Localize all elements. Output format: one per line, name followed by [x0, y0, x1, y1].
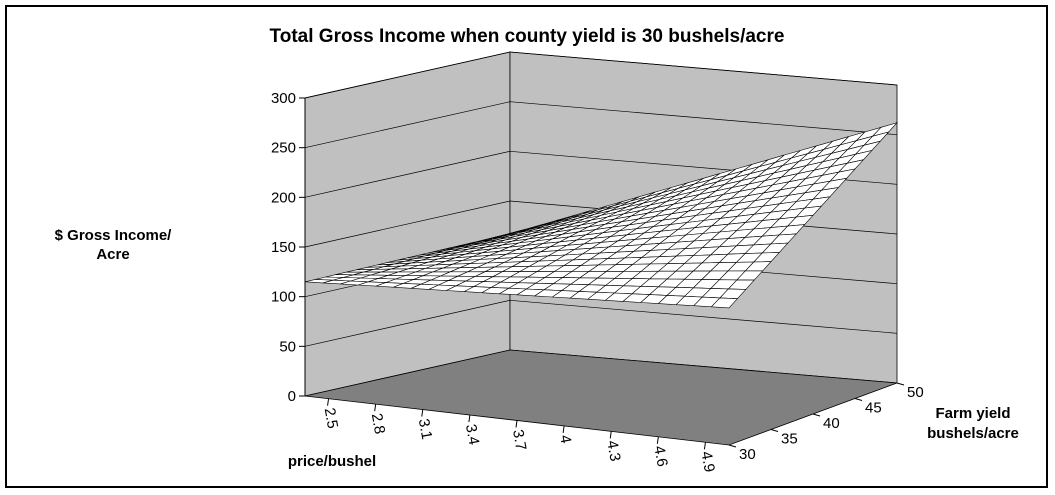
- x-tick-label: 2.5: [321, 406, 341, 429]
- z-axis-label-line1: Farm yield: [935, 405, 1010, 422]
- z-tick-mark: [728, 444, 737, 448]
- y-tick-label: 100: [271, 289, 296, 306]
- surface-mesh: [304, 122, 898, 309]
- z-tick-label: 45: [865, 400, 882, 417]
- z-tick-label: 40: [823, 415, 840, 432]
- x-tick-label: 4.3: [603, 439, 623, 462]
- x-tick-label: 2.8: [368, 412, 388, 435]
- z-tick-mark: [770, 429, 779, 432]
- x-tick-label: 4.6: [650, 445, 670, 468]
- x-tick-mark: [703, 442, 706, 450]
- y-axis-label-line2: Acre: [96, 246, 129, 263]
- axes: 0 50 100 150 200 250 300 2.5 2.8 3.1 3.4 3.7 4 4.3 4.6…: [271, 90, 924, 474]
- z-tick-mark: [812, 413, 821, 417]
- x-tick-label: 3.7: [509, 428, 529, 451]
- y-tick-label: 0: [288, 388, 296, 405]
- z-tick-label: 30: [739, 446, 756, 463]
- chart-frame: 0 50 100 150 200 250 300 2.5 2.8 3.1 3.4 3.7 4 4.3 4.6…: [5, 5, 1048, 488]
- y-tick-label: 300: [271, 90, 296, 107]
- mesh-cell: [304, 279, 333, 284]
- x-tick-label: 3.1: [415, 417, 435, 440]
- y-gridline-250: [304, 101, 898, 149]
- z-tick-label: 50: [907, 384, 924, 401]
- x-tick-mark: [562, 425, 565, 434]
- y-gridline-300: [304, 51, 898, 99]
- x-tick-label: 3.4: [462, 423, 482, 446]
- z-tick-label: 35: [781, 431, 798, 448]
- y-tick-label: 50: [279, 338, 296, 355]
- x-tick-mark: [374, 404, 377, 412]
- x-axis-label: price/bushel: [288, 453, 376, 470]
- y-tick-label: 200: [271, 189, 296, 206]
- y-gridline-50: [304, 299, 898, 347]
- z-tick-mark: [854, 398, 863, 401]
- x-tick-mark: [468, 414, 471, 423]
- x-tick-mark: [609, 431, 612, 439]
- y-axis-label-line1: $ Gross Income/: [55, 227, 173, 244]
- z-axis-label-line2: bushels/acre: [927, 425, 1019, 442]
- y-tick-label: 250: [271, 140, 296, 157]
- x-tick-mark: [656, 436, 659, 444]
- x-tick-mark: [515, 420, 518, 428]
- x-tick-mark: [421, 409, 424, 417]
- x-tick-label: 4.9: [697, 450, 717, 473]
- z-tick-mark: [896, 382, 905, 386]
- x-tick-mark: [327, 398, 330, 406]
- chart-title: Total Gross Income when county yield is …: [270, 26, 785, 47]
- y-tick-label: 150: [271, 239, 296, 256]
- surface-chart: 0 50 100 150 200 250 300 2.5 2.8 3.1 3.4 3.7 4 4.3 4.6…: [55, 26, 1019, 474]
- x-tick-label: 4: [556, 434, 574, 445]
